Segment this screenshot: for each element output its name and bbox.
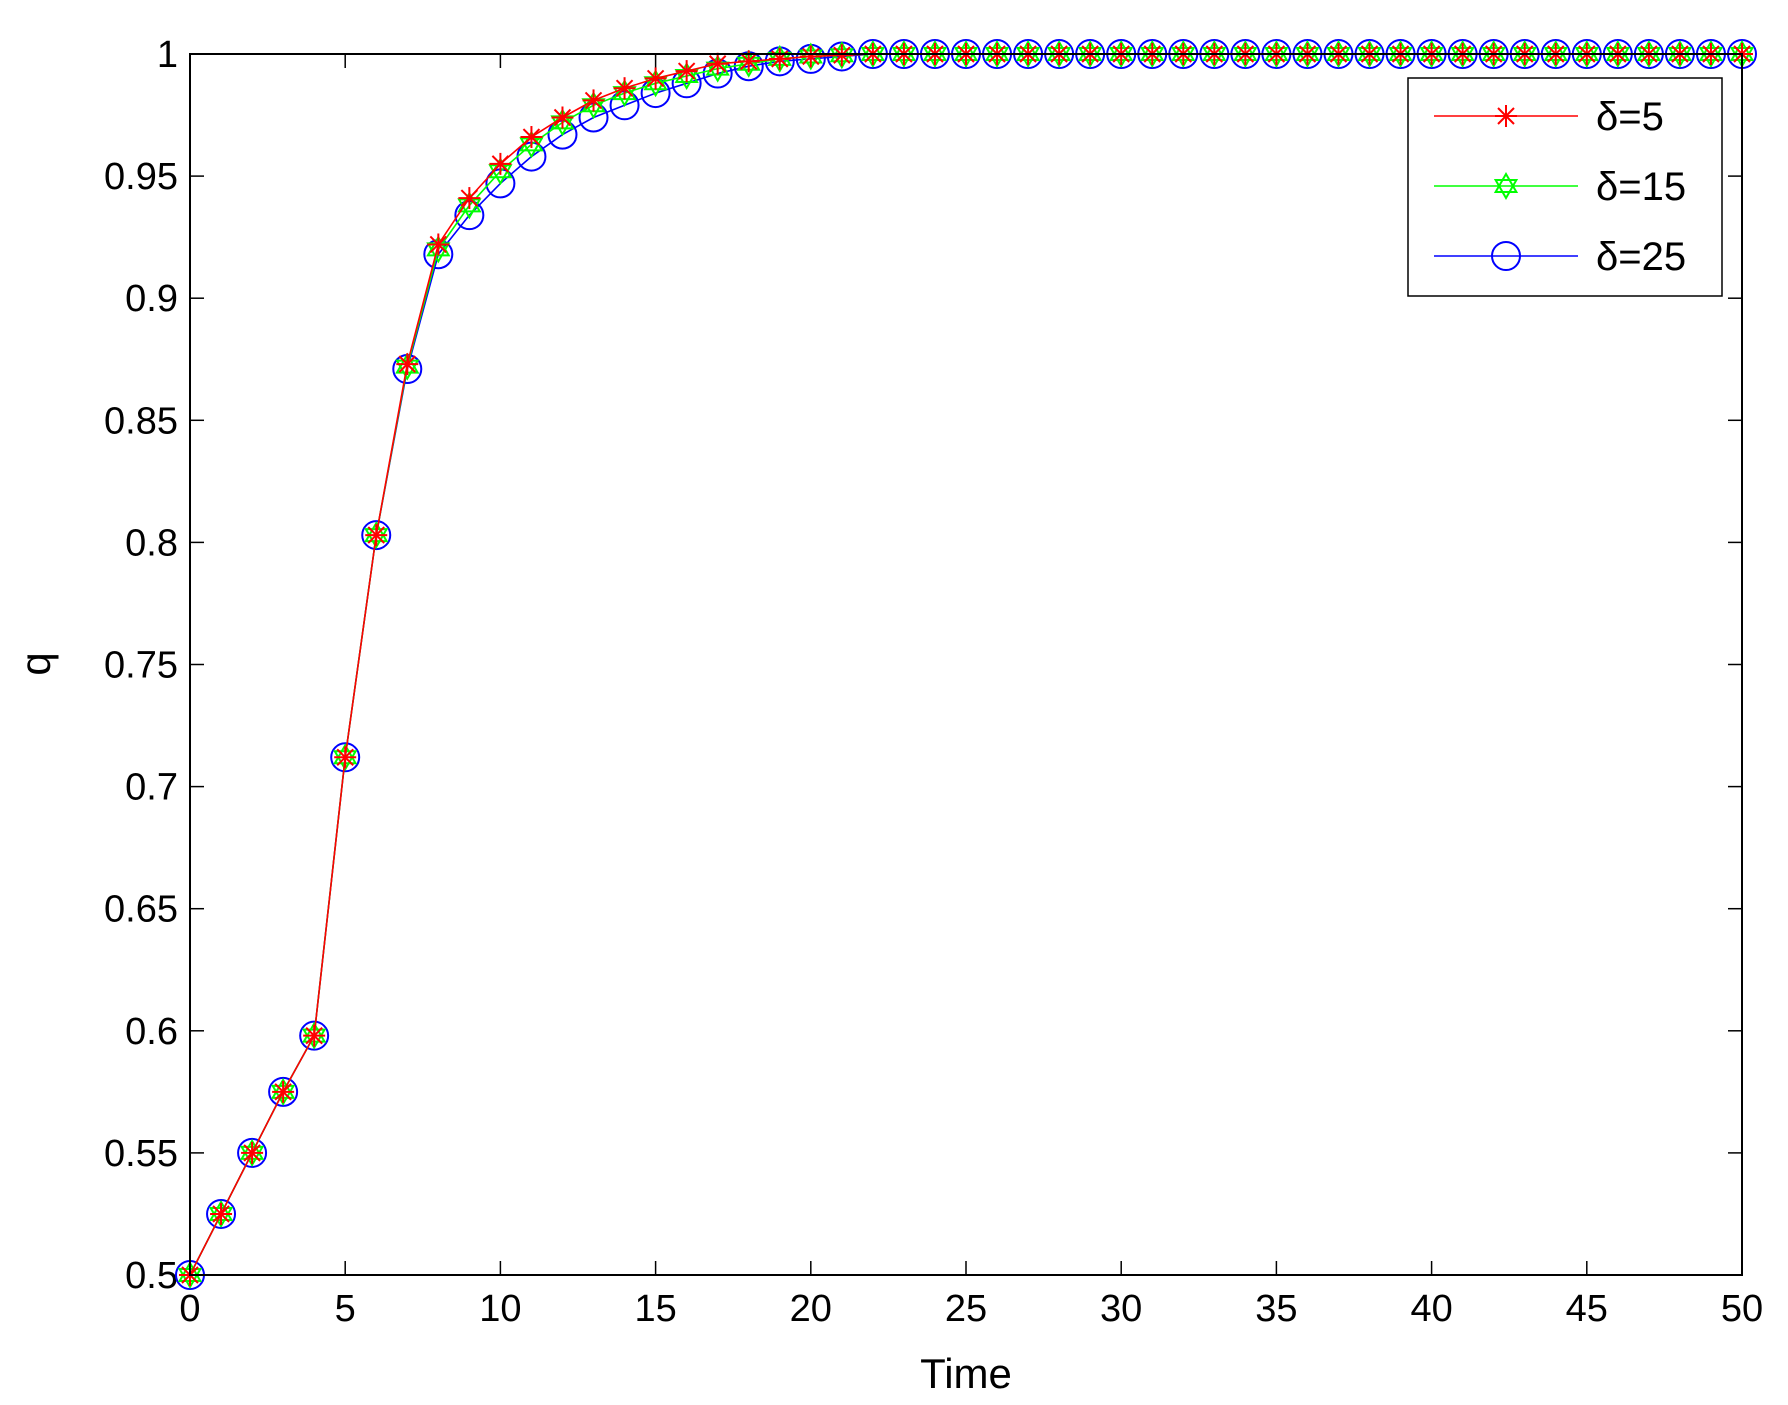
data-point: [241, 1141, 264, 1164]
axes-frame: [189, 53, 1743, 1276]
legend-item: δ=15: [1434, 165, 1686, 209]
data-point: [334, 746, 357, 769]
data-point: [768, 47, 791, 70]
data-point: [458, 187, 481, 210]
y-tick-label: 0.9: [125, 278, 178, 320]
x-tick-label: 5: [335, 1288, 356, 1330]
y-tick-label: 0.55: [104, 1133, 178, 1175]
point-marker-asterisk: [833, 46, 851, 64]
legend-item: δ=5: [1434, 95, 1664, 139]
y-tick-label: 0.65: [104, 889, 178, 931]
data-point: [272, 1080, 295, 1103]
data-point: [303, 1024, 326, 1047]
point-marker-asterisk: [615, 79, 634, 97]
y-tick-label: 0.6: [125, 1011, 178, 1053]
data-point: [427, 233, 450, 256]
data-point: [582, 89, 605, 112]
y-axis-title: q: [12, 652, 59, 675]
point-marker-asterisk: [677, 62, 696, 80]
point-marker-asterisk: [584, 91, 603, 110]
point-marker-circle: [1491, 241, 1521, 271]
x-axis-title: Time: [920, 1350, 1012, 1397]
data-point: [396, 353, 419, 376]
point-marker-asterisk: [491, 155, 510, 173]
point-marker-asterisk: [553, 108, 572, 127]
point-marker-hexagram: [1493, 171, 1519, 193]
y-tick-label: 0.5: [125, 1255, 178, 1297]
y-tick-label: 0.85: [104, 400, 178, 442]
x-tick-label: 35: [1255, 1288, 1297, 1330]
x-tick-label: 45: [1566, 1288, 1608, 1330]
y-tick-label: 0.8: [125, 522, 178, 564]
point-marker-asterisk: [646, 69, 665, 88]
data-point: [706, 52, 729, 75]
x-tick-label: 50: [1721, 1288, 1763, 1330]
x-tick-label: 25: [945, 1288, 987, 1330]
data-point: [489, 152, 512, 175]
point-marker-asterisk: [708, 55, 727, 73]
x-tick-label: 40: [1410, 1288, 1452, 1330]
point-marker-asterisk: [243, 1144, 261, 1162]
legend: δ=5 δ=15 δ=25: [1407, 77, 1723, 297]
data-point: [210, 1202, 233, 1225]
x-tick-label: 20: [790, 1288, 832, 1330]
x-tick-label: 0: [179, 1288, 200, 1330]
point-marker-asterisk: [460, 189, 479, 207]
data-point: [551, 106, 574, 129]
point-marker-asterisk: [305, 1026, 323, 1045]
y-tick-label: 0.75: [104, 645, 178, 687]
point-marker-hexagram: [1493, 179, 1519, 201]
legend-box: [1407, 77, 1723, 297]
y-tick-label: 0.7: [125, 767, 178, 809]
legend-item: δ=25: [1434, 235, 1686, 279]
point-marker-asterisk: [522, 128, 541, 146]
legend-label: δ=15: [1596, 165, 1686, 209]
x-tick-label: 30: [1100, 1288, 1142, 1330]
point-marker-asterisk: [1497, 107, 1515, 125]
data-point: [365, 524, 388, 547]
point-marker-asterisk: [274, 1083, 292, 1101]
data-point: [520, 126, 543, 149]
data-point: [675, 60, 698, 83]
x-tick-label: 15: [634, 1288, 676, 1330]
y-tick-label: 1: [157, 34, 178, 76]
legend-label: δ=5: [1596, 95, 1664, 139]
data-point: [799, 45, 822, 68]
point-marker-asterisk: [802, 47, 820, 66]
data-point: [830, 44, 853, 67]
legend-label: δ=25: [1596, 235, 1686, 279]
point-marker-asterisk: [212, 1205, 230, 1223]
x-tick-label: 10: [479, 1288, 521, 1330]
data-point: [644, 67, 667, 90]
point-marker-asterisk: [336, 748, 354, 767]
point-marker-asterisk: [398, 355, 416, 373]
point-marker-asterisk: [740, 52, 758, 71]
data-point: [613, 77, 636, 100]
point-marker-asterisk: [429, 235, 448, 254]
point-marker-asterisk: [367, 526, 385, 544]
y-tick-label: 0.95: [104, 156, 178, 198]
axes: 0 5 10 15 20 25 30 35 40 45 50 0.5 0.55 0.6 0.65 0.7 0.7…: [104, 34, 1763, 1330]
